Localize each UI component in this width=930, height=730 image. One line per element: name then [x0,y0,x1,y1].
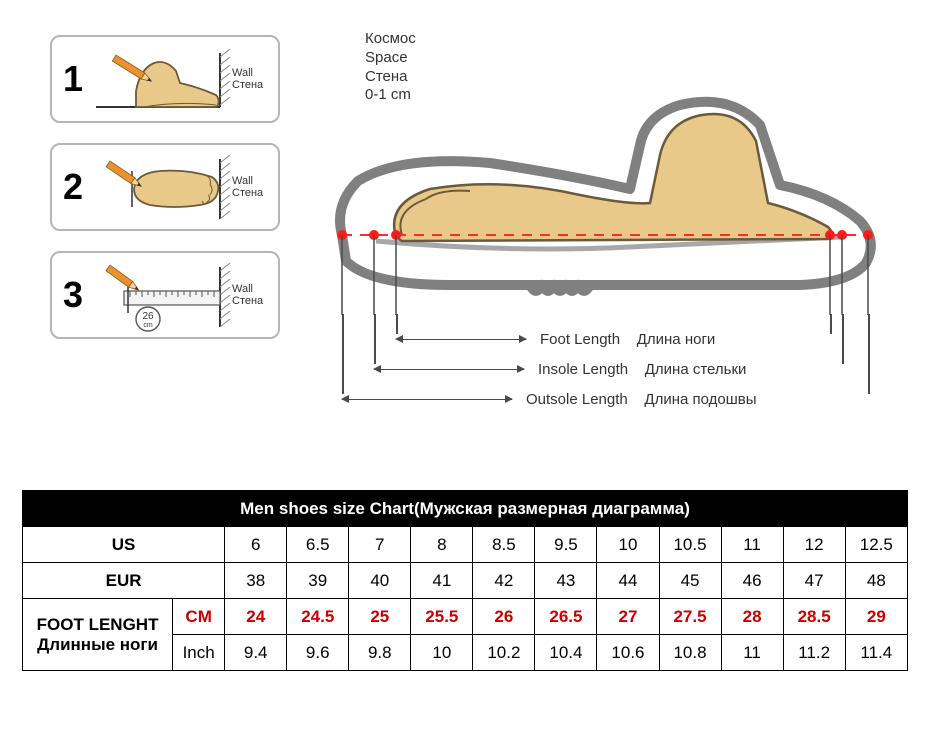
insole-length-label: Insole Length Длина стельки [538,361,746,378]
shoe-svg [330,85,880,315]
chart-title-row: Men shoes size Chart(Мужская размерная д… [23,491,908,527]
measurement-steps: 1 [50,35,280,359]
size-chart-table: Men shoes size Chart(Мужская размерная д… [22,490,908,671]
svg-text:cm: cm [143,322,153,329]
step-number: 1 [58,58,88,100]
wall-label: Wall Стена [232,283,263,307]
chart-title: Men shoes size Chart(Мужская размерная д… [23,491,908,527]
wall-label: Wall Стена [232,67,263,91]
outsole-length-label: Outsole Length Длина подошвы [526,391,757,408]
step-1-illustration [88,41,238,117]
shoe-cross-section: Космос Space Стена 0-1 cm [330,30,900,410]
step-2-illustration [88,149,238,225]
foot-length-label-cell: FOOT LENGHT Длинные ноги [23,599,173,671]
svg-text:26: 26 [142,311,154,322]
inch-unit-label: Inch [173,635,225,671]
step-1: 1 [50,35,280,123]
step-3: 3 [50,251,280,339]
size-chart: Men shoes size Chart(Мужская размерная д… [22,490,908,671]
eur-row: EUR 38 39 40 41 42 43 44 45 46 47 48 [23,563,908,599]
measurement-diagram: 1 [0,0,930,430]
cm-unit-label: CM [173,599,225,635]
foot-length-label: Foot Length Длина ноги [540,331,715,348]
cm-row: FOOT LENGHT Длинные ноги CM 24 24.5 25 2… [23,599,908,635]
step-number: 3 [58,274,88,316]
step-3-illustration: 26 cm [88,257,238,333]
step-number: 2 [58,166,88,208]
wall-label: Wall Стена [232,175,263,199]
eur-label: EUR [23,563,225,599]
step-2: 2 [50,143,280,231]
us-row: US 6 6.5 7 8 8.5 9.5 10 10.5 11 12 12.5 [23,527,908,563]
us-label: US [23,527,225,563]
